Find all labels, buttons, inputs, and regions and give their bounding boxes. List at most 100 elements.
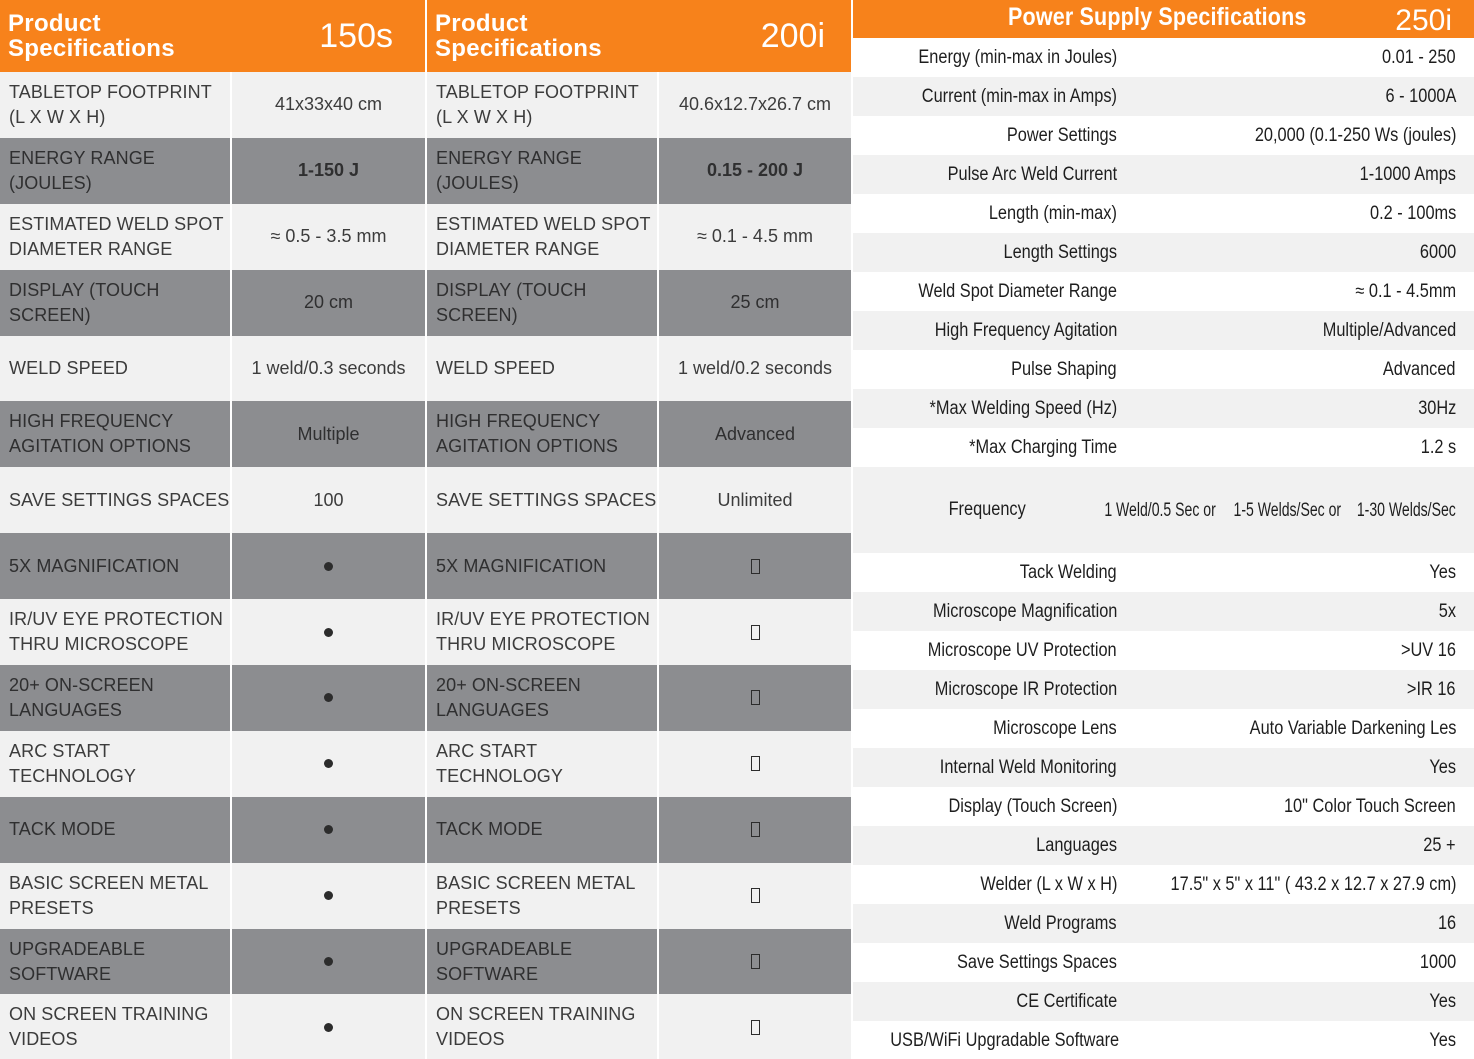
spec-table-150s: Product Specifications 150s TABLETOP FOO… — [0, 0, 425, 1059]
table-row: Microscope UV Protection >UV 16 — [853, 631, 1474, 670]
spec-value-text: ≈ 0.1 - 4.5mm — [1355, 281, 1456, 302]
spec-label: Weld Programs — [853, 913, 1117, 935]
spec-label: TACK MODE — [0, 796, 232, 863]
table-row: Save Settings Spaces 1000 — [853, 943, 1474, 982]
table-row: HIGH FREQUENCY AGITATION OPTIONS Advanced — [427, 401, 851, 468]
box-glyph-icon — [750, 756, 760, 772]
feature-bullet-icon — [232, 797, 425, 863]
spec-label: UPGRADEABLE SOFTWARE — [427, 928, 659, 995]
table-row: Length (min-max) 0.2 - 100ms — [853, 194, 1474, 233]
table-row: High Frequency Agitation Multiple/Advance… — [853, 311, 1474, 350]
spec-value-text: Auto Variable Darkening Les — [1249, 718, 1456, 739]
spec-label: WELD SPEED — [427, 335, 659, 402]
spec-value-text: 16 — [1437, 913, 1456, 934]
spec-value-text: >UV 16 — [1401, 640, 1456, 661]
box-glyph-icon — [750, 888, 760, 904]
spec-label: DISPLAY (TOUCH SCREEN) — [427, 269, 659, 336]
table-row: SAVE SETTINGS SPACES Unlimited — [427, 467, 851, 534]
table-row: TABLETOP FOOTPRINT (L X W X H) 40.6x12.7x… — [427, 72, 851, 138]
spec-value: Yes — [1117, 755, 1474, 780]
table-header-150s: Product Specifications 150s — [0, 0, 425, 72]
spec-label-text: Microscope Lens — [993, 717, 1117, 739]
feature-box-icon — [659, 929, 851, 995]
spec-label-text: *Max Welding Speed (Hz) — [929, 397, 1117, 419]
table-row: 20+ ON-SCREEN LANGUAGES — [0, 665, 425, 731]
spec-label: ON SCREEN TRAINING VIDEOS — [0, 994, 232, 1059]
spec-label: Languages — [853, 835, 1117, 857]
spec-label-text: Languages — [1036, 834, 1117, 856]
spec-label-text: CE Certificate — [1016, 990, 1117, 1012]
table-row: WELD SPEED 1 weld/0.3 seconds — [0, 335, 425, 402]
spec-label: Save Settings Spaces — [853, 952, 1117, 974]
bullet-icon — [324, 759, 333, 769]
table-row: *Max Charging Time 1.2 s — [853, 428, 1474, 467]
spec-value: 40.6x12.7x26.7 cm — [678, 94, 832, 115]
spec-value: 1000 — [1117, 950, 1474, 975]
spec-value: >IR 16 — [1117, 677, 1474, 702]
table-row: Power Settings 20,000 (0.1-250 Ws (joules… — [853, 116, 1474, 155]
spec-value: 100 — [313, 489, 344, 510]
spec-label-text: Length Settings — [1003, 241, 1117, 263]
spec-value: 1.2 s — [1117, 435, 1474, 460]
spec-value-text: 6000 — [1419, 242, 1456, 263]
spec-label: SAVE SETTINGS SPACES — [427, 467, 659, 534]
spec-label: IR/UV EYE PROTECTION THRU MICROSCOPE — [427, 599, 659, 666]
table-row: USB/WiFi Upgradable Software Yes — [853, 1021, 1474, 1059]
spec-rows: TABLETOP FOOTPRINT (L X W X H) 41x33x40 c… — [0, 72, 425, 1059]
spec-label: Weld Spot Diameter Range — [853, 281, 1117, 303]
bullet-icon — [324, 825, 333, 835]
spec-value-text: Yes — [1429, 991, 1456, 1012]
table-row: Current (min-max in Amps) 6 - 1000A — [853, 77, 1474, 116]
spec-value: >UV 16 — [1117, 638, 1474, 663]
spec-label-text: Pulse Shaping — [1011, 358, 1117, 380]
spec-value-text: Yes — [1429, 1030, 1456, 1051]
spec-label-text: Weld Spot Diameter Range — [918, 280, 1117, 302]
spec-value: Advanced — [714, 423, 796, 444]
spec-value-line: 1-30 Welds/Sec — [1357, 499, 1456, 521]
table-row: DISPLAY (TOUCH SCREEN) 25 cm — [427, 269, 851, 336]
spec-value: 6 - 1000A — [1117, 84, 1474, 109]
spec-value: Unlimited — [717, 489, 793, 510]
table-title: Product Specifications — [8, 10, 175, 62]
table-header-250i: Power Supply Specifications 250i — [853, 0, 1474, 38]
spec-value: 10" Color Touch Screen — [1117, 794, 1474, 819]
table-row: Microscope IR Protection >IR 16 — [853, 670, 1474, 709]
spec-value-text: 5x — [1438, 601, 1456, 622]
spec-label: USB/WiFi Upgradable Software — [853, 1030, 1119, 1052]
spec-label: Length Settings — [853, 242, 1117, 264]
spec-label: ENERGY RANGE (JOULES) — [427, 137, 659, 204]
spec-value-text: >IR 16 — [1407, 679, 1456, 700]
box-glyph-icon — [750, 954, 760, 970]
table-row: ON SCREEN TRAINING VIDEOS — [427, 994, 851, 1059]
spec-value: Advanced — [1117, 357, 1474, 382]
spec-value-text: 0.01 - 250 — [1382, 47, 1456, 68]
spec-value: 41x33x40 cm — [274, 94, 383, 115]
feature-box-icon — [659, 665, 851, 731]
model-name: 200i — [760, 17, 825, 55]
table-row: Length Settings 6000 — [853, 233, 1474, 272]
table-row: Microscope Lens Auto Variable Darkening L… — [853, 709, 1474, 748]
spec-value-text: 1000 — [1419, 952, 1456, 973]
spec-value: 1 weld/0.3 seconds — [251, 358, 406, 378]
table-row: SAVE SETTINGS SPACES 100 — [0, 467, 425, 534]
spec-label: ESTIMATED WELD SPOT DIAMETER RANGE — [0, 203, 232, 270]
spec-label: Welder (L x W x H) — [853, 874, 1117, 896]
spec-value-text: Yes — [1429, 562, 1456, 583]
table-row: 5X MAGNIFICATION — [427, 533, 851, 600]
feature-box-icon — [659, 863, 851, 929]
spec-label-text: Length (min-max) — [988, 202, 1117, 224]
table-row: BASIC SCREEN METAL PRESETS — [0, 862, 425, 929]
table-row: Pulse Arc Weld Current 1-1000 Amps — [853, 155, 1474, 194]
spec-label: 20+ ON-SCREEN LANGUAGES — [0, 665, 232, 731]
table-row: ESTIMATED WELD SPOT DIAMETER RANGE ≈ 0.1 … — [427, 203, 851, 270]
feature-box-icon — [659, 599, 851, 665]
spec-value-text: 17.5" x 5" x 11" ( 43.2 x 12.7 x 27.9 cm… — [1170, 874, 1456, 895]
spec-label-text: Pulse Arc Weld Current — [947, 163, 1117, 185]
feature-box-icon — [659, 797, 851, 863]
table-row: Display (Touch Screen) 10" Color Touch Sc… — [853, 787, 1474, 826]
spec-value-line: 1 Weld/0.5 Sec or — [1104, 499, 1216, 521]
spec-label: TABLETOP FOOTPRINT (L X W X H) — [427, 72, 659, 138]
table-row: 20+ ON-SCREEN LANGUAGES — [427, 665, 851, 731]
spec-value: Auto Variable Darkening Les — [1117, 716, 1474, 741]
feature-bullet-icon — [232, 533, 425, 599]
